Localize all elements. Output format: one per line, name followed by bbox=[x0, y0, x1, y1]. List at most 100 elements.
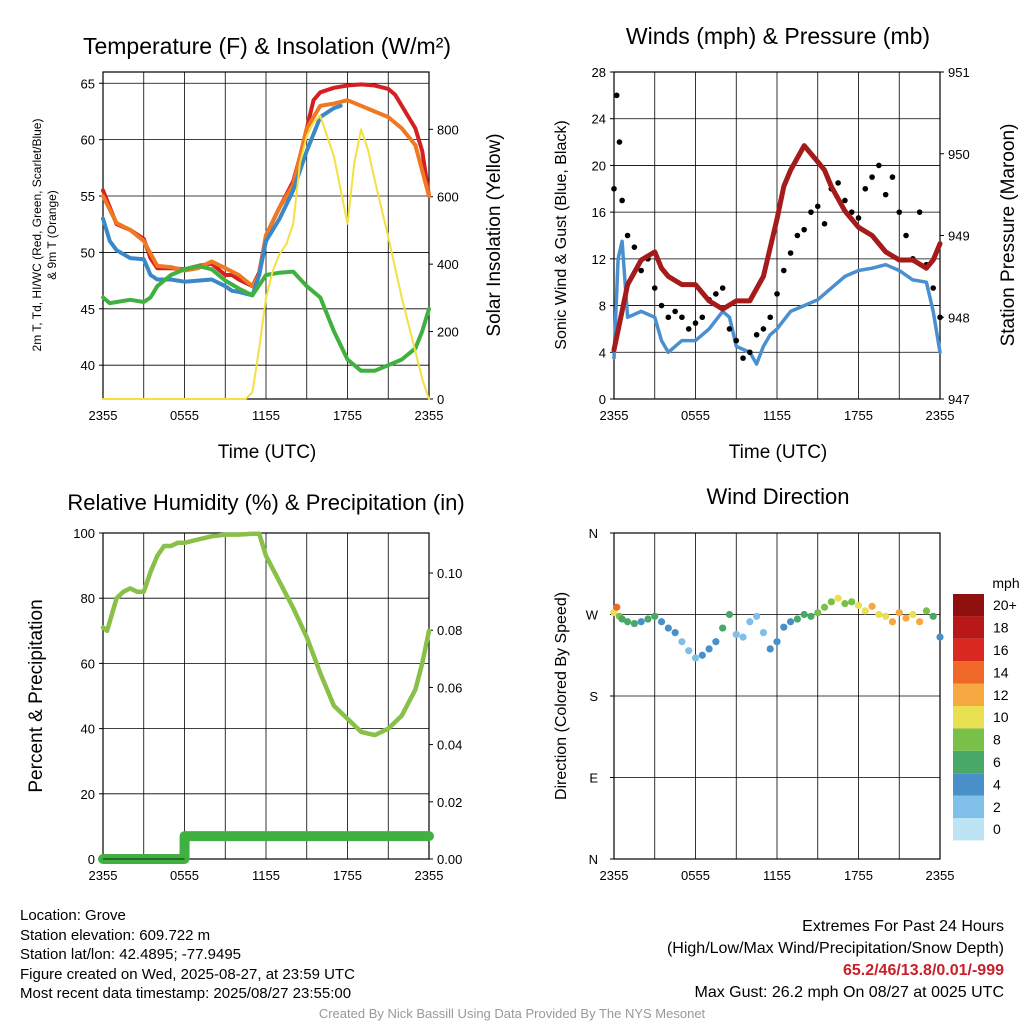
humidity-panel: Relative Humidity (%) & Precipitation (i… bbox=[26, 490, 465, 883]
y2-tick-label: 200 bbox=[437, 325, 459, 340]
colorbar-swatch bbox=[953, 594, 984, 617]
gust-point bbox=[882, 191, 889, 198]
temperature-panel: Temperature (F) & Insolation (W/m²) 2355… bbox=[30, 33, 505, 463]
colorbar-title: mph bbox=[992, 575, 1019, 591]
gust-point bbox=[638, 267, 644, 274]
gust-point bbox=[930, 285, 937, 291]
x-tick-label: 1755 bbox=[844, 868, 873, 883]
wind-direction-point bbox=[671, 629, 679, 637]
wind-direction-point bbox=[800, 610, 808, 619]
wind-direction-point bbox=[739, 633, 747, 641]
gust-point bbox=[903, 232, 909, 239]
gust-point bbox=[780, 267, 787, 274]
colorbar-swatch bbox=[953, 750, 984, 774]
relative-humidity-line bbox=[100, 531, 432, 738]
x-tick-label: 0555 bbox=[681, 408, 710, 423]
gust-point bbox=[787, 250, 794, 256]
gust-point bbox=[774, 291, 780, 297]
wind-direction-point bbox=[613, 603, 621, 611]
gust-point bbox=[616, 139, 623, 145]
created-text: Figure created on Wed, 2025-08-27, at 23… bbox=[20, 965, 355, 983]
y2-tick-label: 947 bbox=[948, 392, 970, 407]
dewpoint-line bbox=[101, 263, 431, 373]
gust-point bbox=[869, 174, 875, 180]
gust-point bbox=[726, 326, 733, 332]
wind-direction-point bbox=[623, 618, 632, 626]
wind-direction-point bbox=[610, 609, 618, 617]
gust-point bbox=[719, 285, 726, 291]
colorbar-swatch bbox=[953, 616, 984, 639]
wind-direction-point bbox=[651, 612, 659, 620]
y-tick-label: 16 bbox=[592, 205, 606, 220]
gust-point bbox=[889, 174, 896, 180]
max-gust-text: Max Gust: 26.2 mph On 08/27 at 0025 UTC bbox=[694, 984, 1005, 1001]
wind-xlabel: Time (UTC) bbox=[729, 442, 828, 463]
y-tick-label: 45 bbox=[81, 302, 95, 317]
gust-point bbox=[611, 185, 617, 192]
colorbar-swatch bbox=[953, 706, 984, 729]
colorbar-label: 0 bbox=[993, 821, 1001, 837]
gust-point bbox=[624, 232, 631, 239]
gust-point bbox=[619, 197, 625, 204]
gust-point bbox=[916, 209, 923, 215]
x-tick-label: 2355 bbox=[600, 408, 629, 423]
y-tick-label: 50 bbox=[81, 245, 95, 260]
wind-direction-point bbox=[691, 654, 700, 662]
y-tick-label: 24 bbox=[592, 112, 606, 127]
wind-direction-point bbox=[725, 610, 734, 619]
extremes-description: (High/Low/Max Wind/Precipitation/Snow De… bbox=[666, 940, 1004, 957]
gust-point bbox=[835, 180, 841, 186]
wind-direction-point bbox=[793, 615, 801, 623]
x-tick-label: 0555 bbox=[170, 868, 199, 883]
wind-direction-point bbox=[664, 624, 672, 632]
gust-point bbox=[937, 314, 943, 321]
x-tick-label: 1155 bbox=[763, 868, 791, 883]
y-tick-label: 20 bbox=[81, 787, 95, 802]
speed-colorbar: 0 2 4 6 8 10 12 14 16 18 20+ bbox=[953, 594, 1017, 841]
gust-point bbox=[753, 331, 760, 338]
rh-title: Relative Humidity (%) & Precipitation (i… bbox=[67, 490, 464, 515]
wind-direction-point bbox=[888, 618, 897, 626]
wind-direction-point bbox=[766, 645, 774, 653]
y2-tick-label: 800 bbox=[437, 122, 459, 137]
extremes-values: 65.2/46/13.8/0.01/-999 bbox=[842, 962, 1004, 979]
gust-point bbox=[665, 314, 672, 321]
colorbar-swatch bbox=[953, 795, 984, 818]
temp-title: Temperature (F) & Insolation (W/m²) bbox=[83, 33, 451, 59]
y2-tick-label: 0 bbox=[437, 392, 444, 407]
colorbar-label: 14 bbox=[993, 664, 1009, 680]
latlon-text: Station lat/lon: 42.4895; -77.9495 bbox=[20, 946, 242, 964]
temp-y2label: Solar Insolation (Yellow) bbox=[484, 133, 505, 336]
colorbar-swatch bbox=[953, 683, 984, 706]
gust-point bbox=[814, 203, 821, 210]
colorbar-label: 18 bbox=[993, 620, 1009, 636]
y2-tick-label: 0.08 bbox=[437, 623, 462, 638]
x-tick-label: 1155 bbox=[763, 408, 791, 423]
colorbar-swatch bbox=[953, 728, 984, 751]
wind-direction-point bbox=[773, 638, 781, 646]
colorbar-label: 4 bbox=[993, 776, 1001, 792]
wind-direction-point bbox=[841, 600, 849, 608]
gust-point bbox=[699, 314, 706, 321]
rh-plot-area: 2355 0555 1155 1755 23550204060801000.000.02… bbox=[73, 526, 462, 883]
wind-direction-point bbox=[786, 618, 795, 626]
gust-point bbox=[767, 314, 774, 321]
x-tick-label: 2355 bbox=[415, 868, 444, 883]
wind-direction-point bbox=[936, 633, 944, 641]
wind-direction-point bbox=[678, 638, 686, 646]
wind-direction-point bbox=[746, 618, 754, 626]
wind-panel: Winds (mph) & Pressure (mb) 2355 0555 1155… bbox=[553, 23, 1019, 463]
wind-direction-point bbox=[753, 612, 761, 620]
wind-direction-point bbox=[902, 614, 910, 622]
colorbar-swatch bbox=[953, 661, 984, 684]
wind-title: Winds (mph) & Pressure (mb) bbox=[626, 23, 930, 49]
wind-direction-point bbox=[834, 594, 842, 602]
gust-point bbox=[747, 349, 753, 356]
x-tick-label: 1155 bbox=[252, 408, 280, 423]
wind-direction-point bbox=[618, 615, 626, 623]
gust-point bbox=[672, 308, 678, 315]
wind-direction-point bbox=[868, 602, 876, 610]
wind-direction-point bbox=[719, 624, 727, 632]
gust-point bbox=[740, 355, 746, 361]
